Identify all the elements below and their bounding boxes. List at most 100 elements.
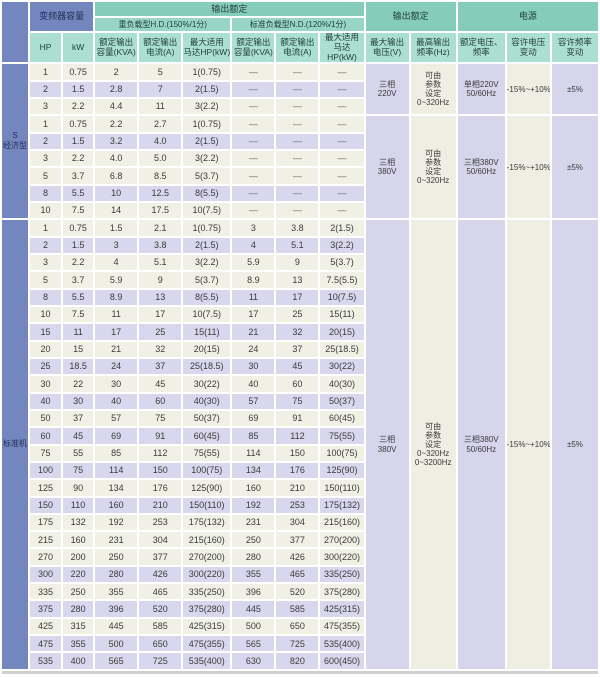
hp-cell: 20 bbox=[30, 341, 62, 357]
nd-capacity-cell: 445 bbox=[232, 601, 275, 617]
hp-cell: 270 bbox=[30, 549, 62, 565]
hd-current-cell: 8.5 bbox=[139, 168, 182, 184]
table-row: 15 11 17 25 15(11) 21 32 20(15) bbox=[2, 324, 598, 340]
nd-current-cell: 377 bbox=[276, 532, 319, 548]
nd-motor-cell: 100(75) bbox=[320, 445, 364, 461]
hp-cell: 335 bbox=[30, 584, 62, 600]
table-row: 10 7.5 11 17 10(7.5) 17 25 15(11) bbox=[2, 306, 598, 323]
table-row: 150 110 160 210 150(110) 192 253 175(132) bbox=[2, 497, 598, 513]
hp-cell: 10 bbox=[30, 306, 62, 323]
kw-cell: 5.5 bbox=[63, 185, 94, 201]
header-hd-current: 额定输出 电流(A) bbox=[139, 33, 182, 63]
hd-capacity-cell: 17 bbox=[95, 324, 138, 340]
nd-capacity-cell: 40 bbox=[232, 376, 275, 392]
nd-capacity-cell: 134 bbox=[232, 462, 275, 479]
table-row: 3 2.2 4.4 11 3(2.2) — — — bbox=[2, 98, 598, 115]
hp-cell: 1 bbox=[30, 64, 62, 80]
hd-current-cell: 585 bbox=[139, 618, 182, 635]
table-row: 215 160 231 304 215(160) 250 377 270(200) bbox=[2, 532, 598, 548]
nd-capacity-cell: 17 bbox=[232, 306, 275, 323]
nd-motor-cell: 10(7.5) bbox=[320, 289, 364, 305]
hd-motor-cell: 425(315) bbox=[183, 618, 231, 635]
hd-capacity-cell: 231 bbox=[95, 532, 138, 548]
hd-current-cell: 5.0 bbox=[139, 150, 182, 167]
header-voltage-tolerance: 容许电压 变动 bbox=[506, 33, 550, 63]
nd-capacity-cell: 24 bbox=[232, 341, 275, 357]
kw-cell: 2.2 bbox=[63, 150, 94, 167]
nd-capacity-cell: 30 bbox=[232, 358, 275, 375]
nd-current-cell: 465 bbox=[276, 566, 319, 583]
hd-capacity-cell: 250 bbox=[95, 549, 138, 565]
hd-current-cell: 60 bbox=[139, 393, 182, 409]
table-row: 335 250 355 465 335(250) 396 520 375(280) bbox=[2, 584, 598, 600]
nd-motor-cell: — bbox=[320, 81, 364, 97]
hd-current-cell: 17.5 bbox=[139, 202, 182, 219]
kw-cell: 160 bbox=[63, 532, 94, 548]
hp-cell: 10 bbox=[30, 202, 62, 219]
nd-capacity-cell: 5.9 bbox=[232, 254, 275, 271]
nd-motor-cell: — bbox=[320, 116, 364, 132]
hd-motor-cell: 375(280) bbox=[183, 601, 231, 617]
kw-cell: 22 bbox=[63, 376, 94, 392]
hd-motor-cell: 25(18.5) bbox=[183, 358, 231, 375]
hp-cell: 75 bbox=[30, 445, 62, 461]
nd-motor-cell: 335(250) bbox=[320, 566, 364, 583]
hd-motor-cell: 125(90) bbox=[183, 480, 231, 496]
max-voltage-cell: 三相 380V bbox=[365, 220, 409, 669]
nd-current-cell: — bbox=[276, 168, 319, 184]
header-rated-voltage-freq: 额定电压、 频率 bbox=[457, 33, 505, 63]
kw-cell: 220 bbox=[63, 566, 94, 583]
corner-cell bbox=[2, 2, 29, 63]
nd-capacity-cell: 280 bbox=[232, 549, 275, 565]
nd-motor-cell: 2(1.5) bbox=[320, 220, 364, 236]
hd-current-cell: 465 bbox=[139, 584, 182, 600]
hp-cell: 8 bbox=[30, 185, 62, 201]
nd-current-cell: — bbox=[276, 185, 319, 201]
table-row: 375 280 396 520 375(280) 445 585 425(315) bbox=[2, 601, 598, 617]
nd-current-cell: 17 bbox=[276, 289, 319, 305]
hp-cell: 100 bbox=[30, 462, 62, 479]
nd-capacity-cell: 4 bbox=[232, 237, 275, 253]
hd-capacity-cell: 85 bbox=[95, 445, 138, 461]
nd-capacity-cell: 192 bbox=[232, 497, 275, 513]
nd-capacity-cell: — bbox=[232, 98, 275, 115]
nd-capacity-cell: — bbox=[232, 168, 275, 184]
table-row: 10 7.5 14 17.5 10(7.5) — — — bbox=[2, 202, 598, 219]
nd-motor-cell: — bbox=[320, 133, 364, 149]
nd-capacity-cell: — bbox=[232, 150, 275, 167]
hd-motor-cell: 40(30) bbox=[183, 393, 231, 409]
nd-motor-cell: 25(18.5) bbox=[320, 341, 364, 357]
kw-cell: 2.2 bbox=[63, 98, 94, 115]
hd-current-cell: 3.8 bbox=[139, 237, 182, 253]
voltage-tolerance-cell: -15%~+10% bbox=[506, 64, 550, 115]
table-row: 40 30 40 60 40(30) 57 75 50(37) bbox=[2, 393, 598, 409]
nd-capacity-cell: 69 bbox=[232, 410, 275, 427]
kw-cell: 90 bbox=[63, 480, 94, 496]
hd-capacity-cell: 8.9 bbox=[95, 289, 138, 305]
hp-cell: 150 bbox=[30, 497, 62, 513]
table-row: 2 1.5 3 3.8 2(1.5) 4 5.1 3(2.2) bbox=[2, 237, 598, 253]
nd-motor-cell: — bbox=[320, 168, 364, 184]
hd-current-cell: 377 bbox=[139, 549, 182, 565]
hd-motor-cell: 475(355) bbox=[183, 636, 231, 652]
hp-cell: 2 bbox=[30, 81, 62, 97]
nd-current-cell: 25 bbox=[276, 306, 319, 323]
kw-cell: 45 bbox=[63, 428, 94, 444]
nd-capacity-cell: 500 bbox=[232, 618, 275, 635]
hd-capacity-cell: 192 bbox=[95, 514, 138, 531]
hd-capacity-cell: 57 bbox=[95, 410, 138, 427]
nd-capacity-cell: 85 bbox=[232, 428, 275, 444]
nd-motor-cell: 175(132) bbox=[320, 497, 364, 513]
kw-cell: 15 bbox=[63, 341, 94, 357]
hd-motor-cell: 3(2.2) bbox=[183, 150, 231, 167]
hd-capacity-cell: 4.0 bbox=[95, 150, 138, 167]
table-row: 2 1.5 3.2 4.0 2(1.5) — — — bbox=[2, 133, 598, 149]
kw-cell: 55 bbox=[63, 445, 94, 461]
hd-current-cell: 520 bbox=[139, 601, 182, 617]
hd-capacity-cell: 4 bbox=[95, 254, 138, 271]
table-row: 3 2.2 4 5.1 3(2.2) 5.9 9 5(3.7) bbox=[2, 254, 598, 271]
hp-cell: 2 bbox=[30, 133, 62, 149]
kw-cell: 132 bbox=[63, 514, 94, 531]
hp-cell: 300 bbox=[30, 566, 62, 583]
hd-current-cell: 426 bbox=[139, 566, 182, 583]
